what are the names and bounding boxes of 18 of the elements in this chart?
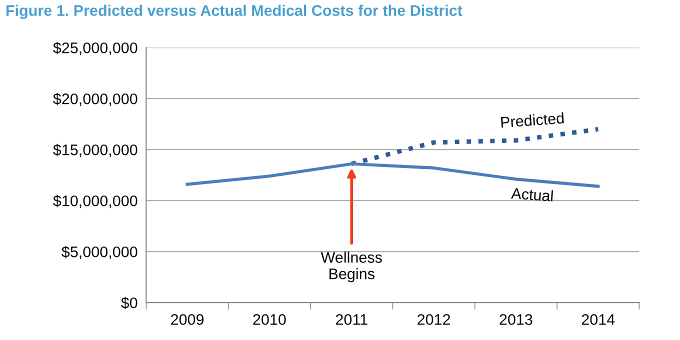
y-tick-label: $20,000,000: [53, 92, 138, 106]
x-tick-label: 2012: [418, 314, 450, 325]
line-series: [186, 162, 600, 188]
y-tick-label: $5,000,000: [62, 246, 138, 260]
x-tick-label: 2011: [336, 314, 368, 325]
x-tick-label: 2013: [500, 314, 532, 325]
y-tick-label: $25,000,000: [53, 42, 138, 56]
series-label: Predicted: [500, 112, 564, 128]
x-tick-label: 2014: [582, 314, 615, 325]
y-tick-label: $15,000,000: [53, 144, 138, 158]
line-series: [349, 126, 600, 166]
y-tick-label: $0: [121, 296, 138, 310]
y-tick-label: $10,000,000: [53, 194, 138, 208]
x-tick-label: 2009: [171, 314, 204, 325]
series-label: Actual: [510, 187, 554, 202]
x-tick-label: 2010: [253, 314, 286, 325]
chart-title: Figure 1. Predicted versus Actual Medical Costs for the District: [6, 4, 462, 20]
annotation: Wellness Begins: [320, 252, 382, 282]
